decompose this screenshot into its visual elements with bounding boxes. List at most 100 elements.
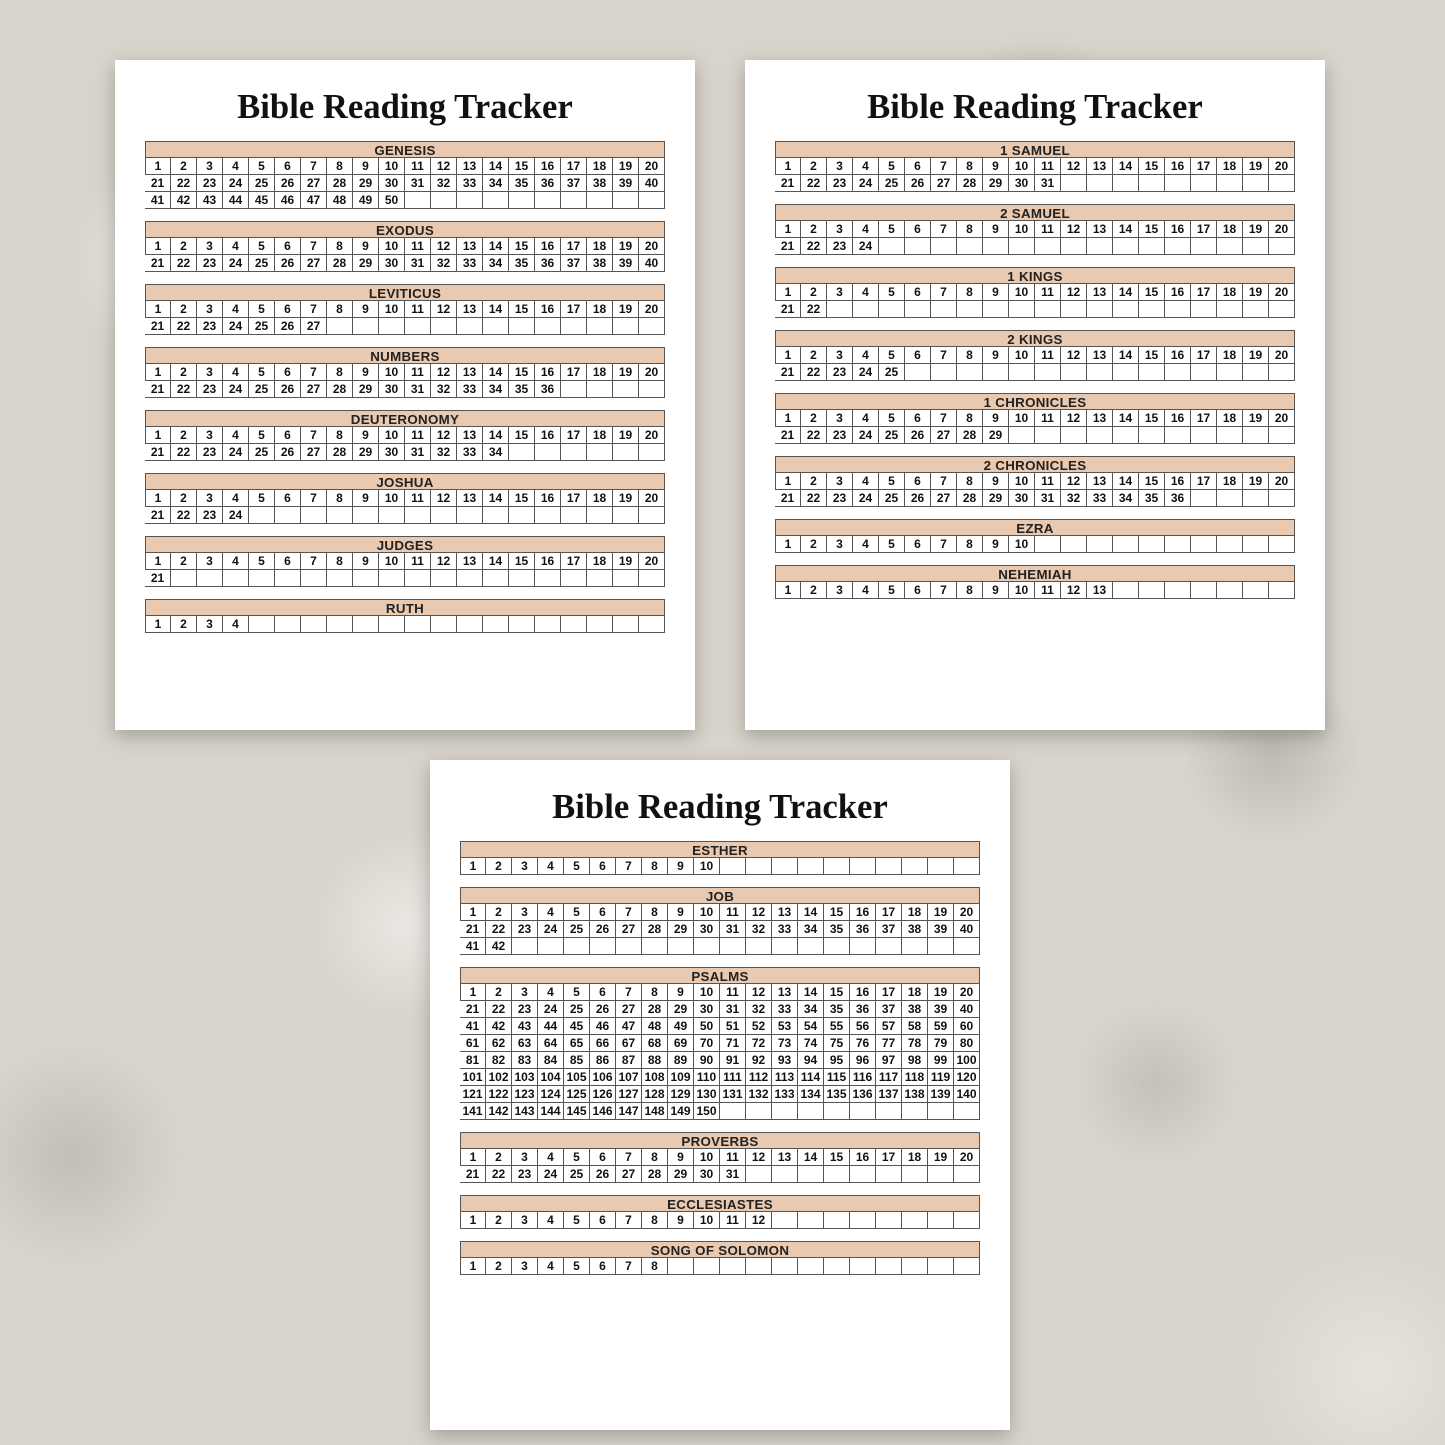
chapter-cell[interactable]: 145 bbox=[564, 1103, 590, 1120]
chapter-cell[interactable]: 136 bbox=[850, 1086, 876, 1103]
chapter-cell[interactable]: 15 bbox=[1139, 284, 1165, 301]
chapter-cell[interactable]: 20 bbox=[639, 553, 665, 570]
chapter-cell[interactable]: 64 bbox=[538, 1035, 564, 1052]
chapter-cell[interactable]: 11 bbox=[1035, 582, 1061, 599]
chapter-cell[interactable]: 22 bbox=[486, 921, 512, 938]
chapter-cell[interactable]: 22 bbox=[801, 175, 827, 192]
chapter-cell[interactable]: 22 bbox=[171, 318, 197, 335]
chapter-cell[interactable]: 17 bbox=[561, 238, 587, 255]
chapter-cell[interactable]: 5 bbox=[564, 1212, 590, 1229]
chapter-cell[interactable]: 16 bbox=[535, 364, 561, 381]
chapter-cell[interactable]: 117 bbox=[876, 1069, 902, 1086]
chapter-cell[interactable]: 11 bbox=[720, 904, 746, 921]
chapter-cell[interactable]: 25 bbox=[249, 318, 275, 335]
chapter-cell[interactable]: 3 bbox=[827, 536, 853, 553]
chapter-cell[interactable]: 19 bbox=[1243, 410, 1269, 427]
chapter-cell[interactable]: 80 bbox=[954, 1035, 980, 1052]
chapter-cell[interactable]: 2 bbox=[801, 473, 827, 490]
chapter-cell[interactable]: 25 bbox=[249, 255, 275, 272]
chapter-cell[interactable]: 10 bbox=[1009, 284, 1035, 301]
chapter-cell[interactable]: 19 bbox=[1243, 473, 1269, 490]
chapter-cell[interactable]: 37 bbox=[876, 1001, 902, 1018]
chapter-cell[interactable]: 9 bbox=[983, 347, 1009, 364]
chapter-cell[interactable]: 3 bbox=[197, 616, 223, 633]
chapter-cell[interactable]: 16 bbox=[535, 490, 561, 507]
chapter-cell[interactable]: 5 bbox=[879, 221, 905, 238]
chapter-cell[interactable]: 2 bbox=[171, 490, 197, 507]
chapter-cell[interactable]: 30 bbox=[694, 1001, 720, 1018]
chapter-cell[interactable]: 79 bbox=[928, 1035, 954, 1052]
chapter-cell[interactable]: 30 bbox=[1009, 490, 1035, 507]
chapter-cell[interactable]: 24 bbox=[538, 921, 564, 938]
chapter-cell[interactable]: 24 bbox=[853, 490, 879, 507]
chapter-cell[interactable]: 12 bbox=[431, 158, 457, 175]
chapter-cell[interactable]: 1 bbox=[460, 1212, 486, 1229]
chapter-cell[interactable]: 14 bbox=[1113, 158, 1139, 175]
chapter-cell[interactable]: 15 bbox=[1139, 347, 1165, 364]
chapter-cell[interactable]: 18 bbox=[902, 1149, 928, 1166]
chapter-cell[interactable]: 23 bbox=[827, 490, 853, 507]
chapter-cell[interactable]: 15 bbox=[824, 904, 850, 921]
chapter-cell[interactable]: 131 bbox=[720, 1086, 746, 1103]
chapter-cell[interactable]: 3 bbox=[827, 410, 853, 427]
chapter-cell[interactable]: 71 bbox=[720, 1035, 746, 1052]
chapter-cell[interactable]: 133 bbox=[772, 1086, 798, 1103]
chapter-cell[interactable]: 15 bbox=[1139, 410, 1165, 427]
chapter-cell[interactable]: 100 bbox=[954, 1052, 980, 1069]
chapter-cell[interactable]: 11 bbox=[1035, 284, 1061, 301]
chapter-cell[interactable]: 129 bbox=[668, 1086, 694, 1103]
chapter-cell[interactable]: 29 bbox=[353, 255, 379, 272]
chapter-cell[interactable]: 2 bbox=[486, 1212, 512, 1229]
chapter-cell[interactable]: 2 bbox=[801, 410, 827, 427]
chapter-cell[interactable]: 8 bbox=[642, 1258, 668, 1275]
chapter-cell[interactable]: 8 bbox=[957, 582, 983, 599]
chapter-cell[interactable]: 15 bbox=[1139, 221, 1165, 238]
chapter-cell[interactable]: 5 bbox=[249, 490, 275, 507]
chapter-cell[interactable]: 22 bbox=[171, 507, 197, 524]
chapter-cell[interactable]: 17 bbox=[876, 904, 902, 921]
chapter-cell[interactable]: 120 bbox=[954, 1069, 980, 1086]
chapter-cell[interactable]: 12 bbox=[746, 1212, 772, 1229]
chapter-cell[interactable]: 38 bbox=[587, 255, 613, 272]
chapter-cell[interactable]: 11 bbox=[720, 984, 746, 1001]
chapter-cell[interactable]: 26 bbox=[275, 444, 301, 461]
chapter-cell[interactable]: 3 bbox=[827, 284, 853, 301]
chapter-cell[interactable]: 28 bbox=[327, 175, 353, 192]
chapter-cell[interactable]: 3 bbox=[197, 364, 223, 381]
chapter-cell[interactable]: 29 bbox=[668, 921, 694, 938]
chapter-cell[interactable]: 1 bbox=[145, 427, 171, 444]
chapter-cell[interactable]: 105 bbox=[564, 1069, 590, 1086]
chapter-cell[interactable]: 14 bbox=[483, 490, 509, 507]
chapter-cell[interactable]: 8 bbox=[642, 1212, 668, 1229]
chapter-cell[interactable]: 17 bbox=[1191, 410, 1217, 427]
chapter-cell[interactable]: 25 bbox=[249, 381, 275, 398]
chapter-cell[interactable]: 65 bbox=[564, 1035, 590, 1052]
chapter-cell[interactable]: 4 bbox=[853, 347, 879, 364]
chapter-cell[interactable]: 97 bbox=[876, 1052, 902, 1069]
chapter-cell[interactable]: 38 bbox=[902, 1001, 928, 1018]
chapter-cell[interactable]: 11 bbox=[1035, 221, 1061, 238]
chapter-cell[interactable]: 6 bbox=[590, 984, 616, 1001]
chapter-cell[interactable]: 5 bbox=[879, 582, 905, 599]
chapter-cell[interactable]: 49 bbox=[353, 192, 379, 209]
chapter-cell[interactable]: 27 bbox=[301, 175, 327, 192]
chapter-cell[interactable]: 7 bbox=[931, 347, 957, 364]
chapter-cell[interactable]: 8 bbox=[327, 364, 353, 381]
chapter-cell[interactable]: 109 bbox=[668, 1069, 694, 1086]
chapter-cell[interactable]: 35 bbox=[824, 921, 850, 938]
chapter-cell[interactable]: 5 bbox=[879, 473, 905, 490]
chapter-cell[interactable]: 17 bbox=[561, 158, 587, 175]
chapter-cell[interactable]: 27 bbox=[616, 1001, 642, 1018]
chapter-cell[interactable]: 6 bbox=[590, 1212, 616, 1229]
chapter-cell[interactable]: 7 bbox=[616, 984, 642, 1001]
chapter-cell[interactable]: 24 bbox=[538, 1001, 564, 1018]
chapter-cell[interactable]: 16 bbox=[1165, 473, 1191, 490]
chapter-cell[interactable]: 32 bbox=[1061, 490, 1087, 507]
chapter-cell[interactable]: 23 bbox=[197, 381, 223, 398]
chapter-cell[interactable]: 33 bbox=[772, 921, 798, 938]
chapter-cell[interactable]: 31 bbox=[405, 381, 431, 398]
chapter-cell[interactable]: 11 bbox=[720, 1212, 746, 1229]
chapter-cell[interactable]: 107 bbox=[616, 1069, 642, 1086]
chapter-cell[interactable]: 95 bbox=[824, 1052, 850, 1069]
chapter-cell[interactable]: 139 bbox=[928, 1086, 954, 1103]
